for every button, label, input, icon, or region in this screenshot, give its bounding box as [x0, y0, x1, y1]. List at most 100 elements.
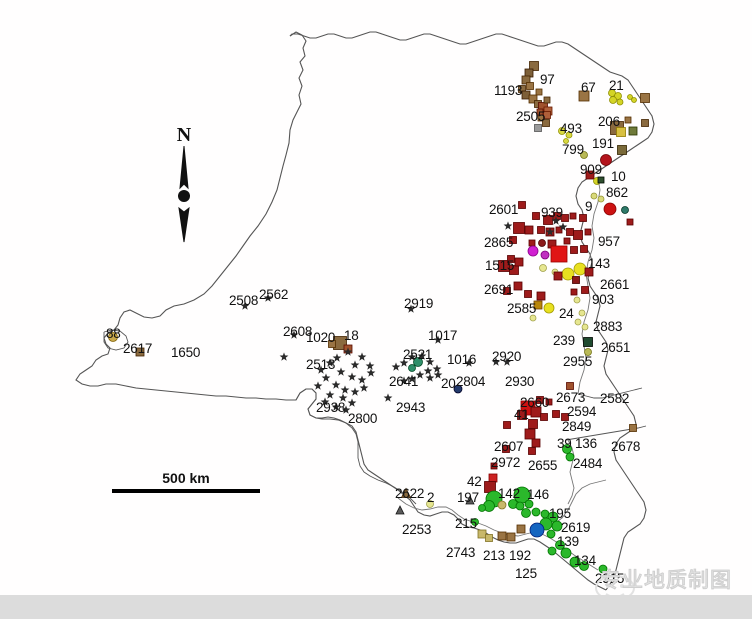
marker-star [491, 357, 501, 366]
site-label: 2883 [593, 319, 623, 334]
site-label: 957 [598, 234, 620, 249]
marker-square [597, 176, 605, 184]
marker-circle [108, 332, 118, 342]
internal-boundary-3 [577, 387, 643, 399]
marker-star [407, 374, 417, 383]
marker-square [550, 245, 568, 263]
site-label: 2582 [600, 391, 630, 406]
marker-circle [573, 296, 581, 304]
site-label: 206 [598, 114, 620, 129]
marker-square [509, 236, 517, 244]
marker-star [341, 405, 351, 414]
marker-square [566, 382, 574, 390]
marker-circle [631, 97, 637, 103]
site-label: 2619 [561, 520, 591, 535]
marker-circle [597, 195, 605, 203]
site-label: 2655 [528, 458, 558, 473]
marker-square [640, 93, 650, 103]
river-tributary-1 [567, 439, 575, 505]
site-label: 799 [562, 142, 584, 157]
marker-star [321, 373, 331, 382]
site-label: 2253 [402, 522, 432, 537]
marker-square [553, 271, 563, 281]
marker-circle [547, 546, 557, 556]
marker-square [503, 287, 511, 295]
marker-star [417, 351, 427, 360]
site-label: 2594 [567, 404, 597, 419]
marker-square [524, 290, 532, 298]
site-label: 2972 [491, 455, 521, 470]
marker-circle [551, 520, 563, 532]
marker-square [537, 226, 545, 234]
site-label: 213 [483, 548, 505, 563]
river-tributary-2 [577, 177, 601, 395]
site-label: 2804 [456, 374, 486, 389]
marker-square [521, 75, 531, 85]
marker-square [529, 61, 539, 71]
marker-square [524, 428, 536, 440]
marker-circle [574, 318, 582, 326]
site-label: 2660 [520, 395, 550, 410]
marker-star [464, 358, 474, 367]
marker-star [425, 357, 435, 366]
marker-square [533, 300, 543, 310]
site-label: 215 [455, 516, 477, 531]
marker-star [289, 330, 299, 339]
watermark-text: 专业地质制图 [600, 568, 732, 592]
site-label: 2919 [404, 296, 434, 311]
site-label: 195 [549, 506, 571, 521]
internal-boundary-1 [295, 388, 317, 419]
marker-square [585, 170, 595, 180]
marker-star [325, 390, 335, 399]
marker-star [343, 347, 353, 356]
marker-square [561, 214, 569, 222]
marker-square [135, 347, 145, 357]
marker-square [526, 82, 534, 90]
marker-circle [569, 556, 581, 568]
marker-square [503, 421, 511, 429]
marker-square [624, 116, 632, 124]
marker-circle [563, 138, 569, 144]
marker-square [485, 534, 493, 542]
site-label: 2 [427, 490, 435, 505]
marker-square [583, 337, 593, 347]
marker-square [531, 438, 541, 448]
marker-circle [413, 357, 423, 367]
site-label: 2601 [489, 202, 519, 217]
north-arrow-lower-spike [178, 206, 190, 243]
marker-square [536, 396, 544, 404]
country-outline [75, 31, 607, 591]
marker-star [347, 398, 357, 407]
site-label: 939 [541, 205, 563, 220]
site-label: 2743 [446, 545, 476, 560]
site-label: 2585 [507, 301, 537, 316]
marker-square [328, 340, 336, 348]
marker-square [477, 529, 487, 539]
marker-circle [598, 564, 608, 574]
marker-square [641, 119, 649, 127]
site-label: 493 [560, 121, 582, 136]
site-label: 41 [514, 407, 529, 422]
marker-square [566, 228, 574, 236]
marker-star [425, 373, 435, 382]
site-label: 142 [498, 486, 520, 501]
marker-star [325, 358, 335, 367]
site-label: 1020 [306, 330, 336, 345]
site-label: 2508 [229, 293, 259, 308]
marker-triangle [400, 487, 412, 498]
site-label: 2849 [562, 419, 592, 434]
marker-star [399, 358, 409, 367]
site-label: 2930 [505, 374, 535, 389]
site-label: 146 [527, 487, 549, 502]
marker-square [509, 265, 519, 275]
marker-star [502, 357, 512, 366]
marker-square [497, 531, 507, 541]
marker-star [423, 366, 433, 375]
marker-circle [521, 508, 531, 518]
site-label: 2617 [123, 341, 153, 356]
marker-star [558, 222, 568, 231]
marker-square [518, 201, 526, 209]
marker-square [513, 222, 525, 234]
marker-star [357, 375, 367, 384]
site-label: 1515 [485, 258, 515, 273]
